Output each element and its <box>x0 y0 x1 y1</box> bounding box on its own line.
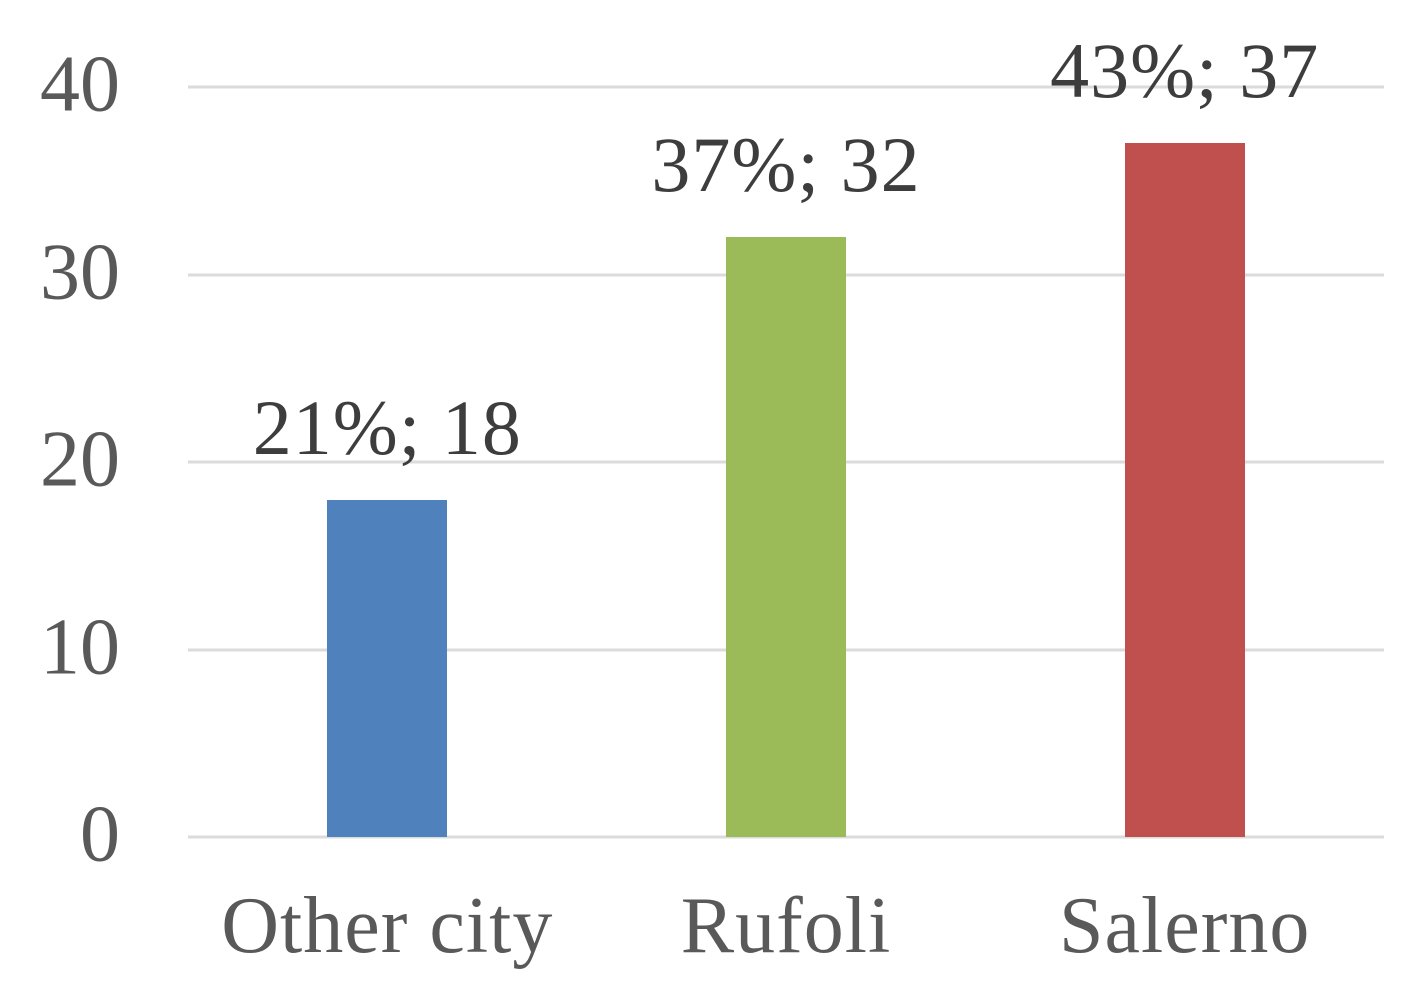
y-axis-tick-label: 40 <box>40 40 120 129</box>
data-label: 21%; 18 <box>252 383 522 471</box>
bar-other-city <box>327 499 448 837</box>
x-axis-category-label: Salerno <box>1058 882 1311 970</box>
x-axis-category-label: Rufoli <box>680 882 892 970</box>
y-axis-tick-label: 0 <box>80 790 120 879</box>
data-label: 37%; 32 <box>651 121 921 208</box>
gridline <box>188 85 1384 89</box>
gridline <box>188 835 1384 839</box>
y-axis-tick-label: 20 <box>40 415 120 504</box>
y-axis-tick-label: 30 <box>40 228 120 317</box>
data-label: 43%; 37 <box>1050 27 1320 115</box>
bar-rufoli <box>726 237 846 837</box>
y-axis-tick-label: 10 <box>40 603 120 692</box>
x-axis-category-label: Other city <box>221 882 554 970</box>
bar-salerno <box>1124 143 1245 837</box>
